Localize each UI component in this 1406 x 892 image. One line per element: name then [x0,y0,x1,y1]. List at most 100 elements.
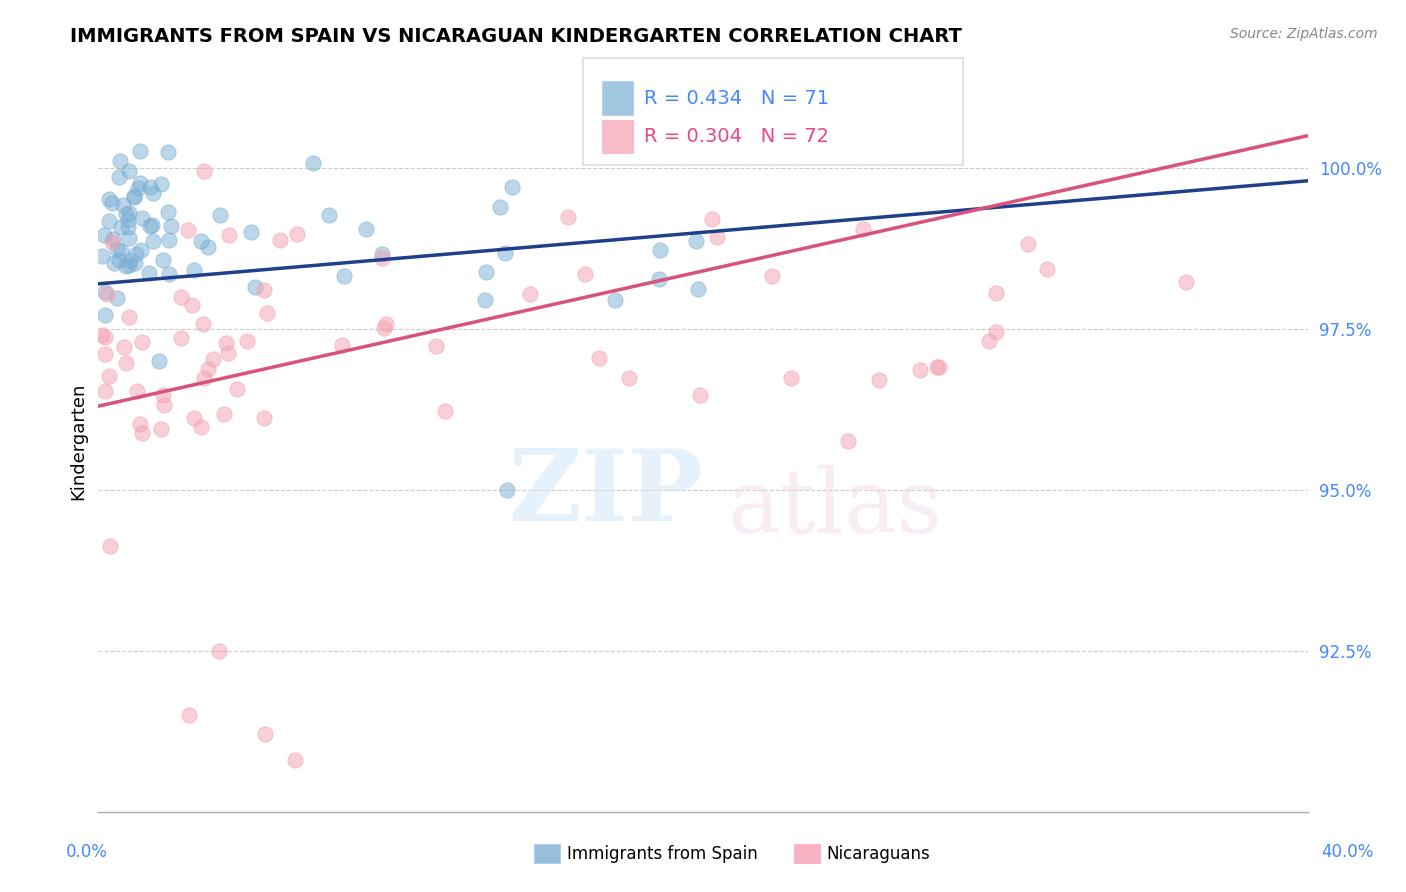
Point [142,235,165,249]
Text: 40.0%: 40.0% [1320,843,1374,861]
Point [519,287,541,301]
Point [425,338,447,352]
Point [245,280,267,294]
Point [177,223,200,237]
Point [239,225,262,239]
Point [117,205,139,219]
Point [780,370,803,384]
Point [269,233,291,247]
Point [142,186,165,201]
Point [139,180,162,194]
Point [648,244,671,258]
Point [159,233,181,247]
Point [128,144,150,158]
Point [190,420,212,434]
Point [156,145,179,160]
Point [94,384,117,398]
Point [148,354,170,368]
Point [128,177,150,191]
Point [837,434,859,449]
Point [157,205,180,219]
Point [101,235,124,249]
Point [193,164,215,178]
Point [170,290,193,304]
Point [94,285,117,300]
Point [193,371,215,385]
Point [108,154,131,169]
Point [253,410,276,425]
Point [111,198,134,212]
Point [124,255,146,269]
Point [108,253,131,268]
Point [706,229,728,244]
Point [284,753,307,767]
Y-axis label: Kindergarten: Kindergarten [69,383,87,500]
Point [986,325,1008,339]
Point [129,244,152,258]
Point [927,359,949,374]
Point [110,220,132,235]
Point [928,359,950,374]
Point [91,328,114,343]
Point [107,169,129,184]
Point [215,335,238,350]
Point [122,190,145,204]
Point [90,249,112,263]
Point [851,222,873,236]
Point [700,212,723,227]
Point [647,272,669,286]
Point [501,180,523,194]
Point [131,334,153,349]
Point [202,352,225,367]
Point [180,298,202,312]
Point [117,220,139,235]
Text: ZIP: ZIP [508,445,703,541]
Point [373,321,395,335]
Point [253,727,276,741]
Point [371,247,394,261]
Point [150,178,173,192]
Point [574,267,596,281]
Point [105,242,128,256]
Point [489,200,512,214]
Point [160,219,183,234]
Point [588,351,610,366]
Point [332,268,354,283]
Point [157,267,180,281]
Point [330,337,353,351]
Point [285,227,308,242]
Point [252,283,274,297]
Point [114,207,136,221]
Text: R = 0.434   N = 71: R = 0.434 N = 71 [644,88,830,108]
Point [93,227,115,242]
Point [908,362,931,376]
Point [97,192,120,206]
Point [131,211,153,225]
Point [118,231,141,245]
Point [139,219,162,233]
Point [150,422,173,436]
Point [218,228,240,243]
Point [115,356,138,370]
Point [193,318,215,332]
Point [101,195,124,210]
Point [127,181,149,195]
Point [118,253,141,268]
Point [98,539,121,553]
Point [94,308,117,322]
Text: R = 0.304   N = 72: R = 0.304 N = 72 [644,127,830,146]
Point [217,345,239,359]
Point [557,210,579,224]
Point [170,331,193,345]
Point [124,189,146,203]
Point [685,234,707,248]
Point [302,155,325,169]
Point [208,644,231,658]
Point [686,282,709,296]
Point [375,317,398,331]
Point [152,253,174,268]
Text: 0.0%: 0.0% [66,843,108,861]
Point [101,232,124,246]
Point [125,384,148,398]
Point [318,208,340,222]
